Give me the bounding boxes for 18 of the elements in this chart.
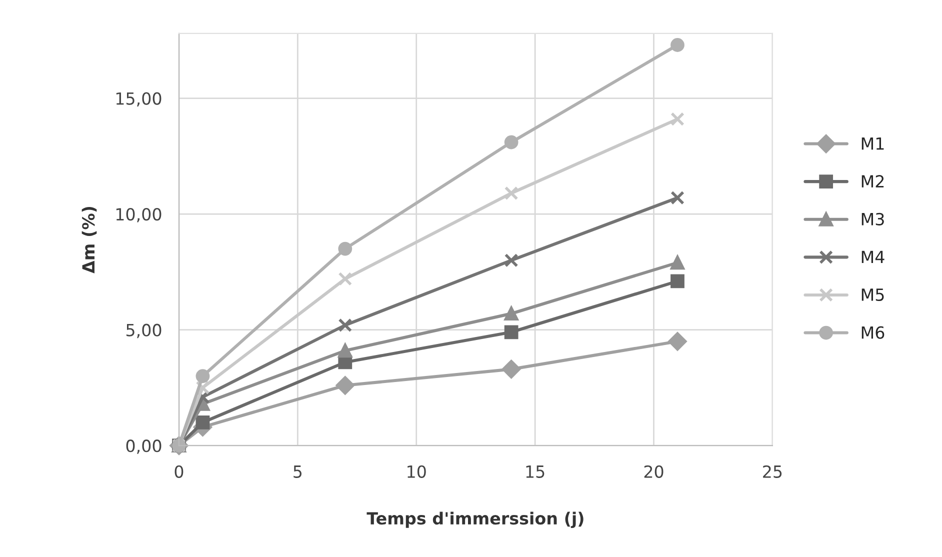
- x-tick-label: 20: [644, 465, 664, 478]
- legend-label: M6: [862, 326, 884, 339]
- x-axis-title: Temps d'immerssion (j): [366, 512, 584, 528]
- y-tick-label: 5,00: [126, 324, 162, 338]
- y-tick-label: 15,00: [116, 92, 162, 107]
- legend-label: M4: [862, 250, 884, 264]
- legend-label: M3: [862, 212, 884, 226]
- y-axis-title: Δm (%): [82, 206, 97, 274]
- x-tick-label: 0: [174, 465, 184, 478]
- y-tick-label: 10,00: [116, 208, 162, 222]
- x-tick-label: 5: [294, 466, 302, 478]
- legend-label: M5: [862, 288, 884, 302]
- legend-label: M2: [862, 175, 884, 188]
- x-tick-label: 15: [526, 466, 544, 478]
- legend-label: M1: [862, 137, 884, 150]
- x-tick-label: 25: [763, 465, 782, 478]
- y-tick-label: 0,00: [126, 440, 162, 454]
- x-tick-label: 10: [408, 465, 426, 478]
